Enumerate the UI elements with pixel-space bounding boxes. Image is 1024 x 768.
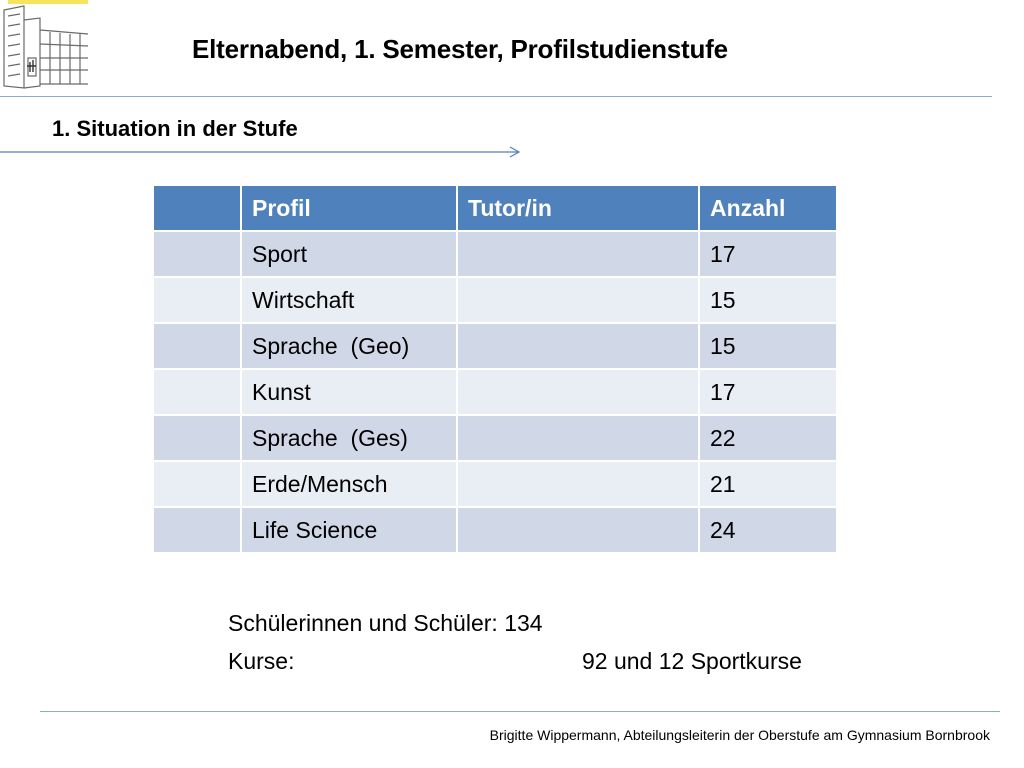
anzahl-cell: 24 bbox=[698, 506, 838, 554]
courses-summary: Kurse: 92 und 12 Sportkurse bbox=[228, 648, 802, 675]
footer-divider bbox=[40, 711, 1000, 712]
tutor-cell bbox=[456, 230, 700, 278]
tutor-cell bbox=[456, 276, 700, 324]
students-value: 134 bbox=[504, 610, 543, 636]
table-row: Sport 17 bbox=[152, 230, 838, 278]
anzahl-cell: 22 bbox=[698, 414, 838, 462]
logo-accent-strip bbox=[8, 0, 88, 4]
profil-cell: Kunst bbox=[240, 368, 458, 416]
tutor-cell bbox=[456, 322, 700, 370]
profil-cell: Erde/Mensch bbox=[240, 460, 458, 508]
row-marker-cell bbox=[152, 414, 242, 462]
row-marker-cell bbox=[152, 230, 242, 278]
building-sketch-icon bbox=[3, 5, 89, 89]
courses-value: 92 und 12 Sportkurse bbox=[582, 648, 802, 674]
row-marker-cell bbox=[152, 322, 242, 370]
column-header-blank bbox=[152, 184, 242, 232]
profil-cell: Sprache (Geo) bbox=[240, 322, 458, 370]
table-header-row: Profil Tutor/in Anzahl bbox=[152, 184, 838, 232]
arrow-right-icon bbox=[0, 146, 521, 158]
column-header-tutor: Tutor/in bbox=[456, 184, 700, 232]
tutor-cell bbox=[456, 506, 700, 554]
anzahl-cell: 15 bbox=[698, 322, 838, 370]
page-title: Elternabend, 1. Semester, Profilstudiens… bbox=[192, 34, 728, 64]
tutor-cell bbox=[456, 460, 700, 508]
students-label: Schülerinnen und Schüler: bbox=[228, 610, 498, 636]
courses-label: Kurse: bbox=[228, 648, 295, 674]
school-building-logo bbox=[0, 0, 92, 92]
table-row: Kunst 17 bbox=[152, 368, 838, 416]
table-row: Sprache (Ges) 22 bbox=[152, 414, 838, 462]
profil-cell: Wirtschaft bbox=[240, 276, 458, 324]
table-row: Sprache (Geo) 15 bbox=[152, 322, 838, 370]
profil-cell: Sprache (Ges) bbox=[240, 414, 458, 462]
tutor-cell bbox=[456, 368, 700, 416]
anzahl-cell: 17 bbox=[698, 230, 838, 278]
table-row: Life Science 24 bbox=[152, 506, 838, 554]
anzahl-cell: 17 bbox=[698, 368, 838, 416]
table-row: Wirtschaft 15 bbox=[152, 276, 838, 324]
row-marker-cell bbox=[152, 506, 242, 554]
anzahl-cell: 15 bbox=[698, 276, 838, 324]
column-header-anzahl: Anzahl bbox=[698, 184, 838, 232]
profil-cell: Sport bbox=[240, 230, 458, 278]
header-divider bbox=[0, 96, 992, 97]
tutor-cell bbox=[456, 414, 700, 462]
row-marker-cell bbox=[152, 460, 242, 508]
footer-credit: Brigitte Wippermann, Abteilungsleiterin … bbox=[489, 727, 990, 743]
profile-table: Profil Tutor/in Anzahl Sport 17 Wirtscha… bbox=[152, 184, 838, 554]
row-marker-cell bbox=[152, 276, 242, 324]
column-header-profil: Profil bbox=[240, 184, 458, 232]
row-marker-cell bbox=[152, 368, 242, 416]
students-summary: Schülerinnen und Schüler: 134 bbox=[228, 610, 543, 637]
table-row: Erde/Mensch 21 bbox=[152, 460, 838, 508]
profil-cell: Life Science bbox=[240, 506, 458, 554]
anzahl-cell: 21 bbox=[698, 460, 838, 508]
section-title: 1. Situation in der Stufe bbox=[52, 116, 298, 141]
